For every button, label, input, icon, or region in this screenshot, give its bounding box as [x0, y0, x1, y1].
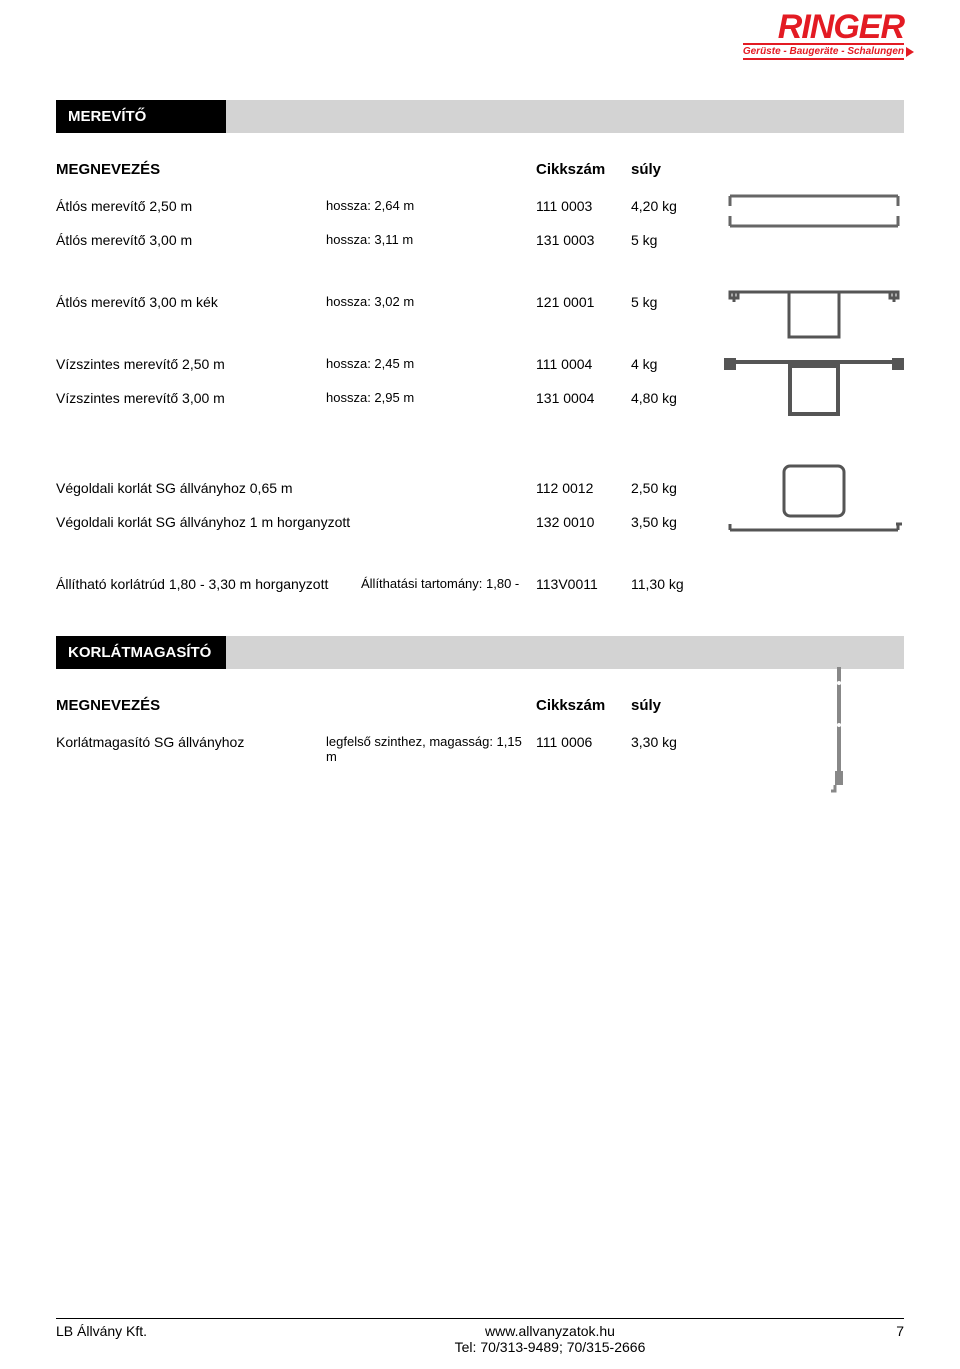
page-footer: LB Állvány Kft. www.allvanyzatok.hu Tel:…: [56, 1318, 904, 1355]
footer-company: LB Állvány Kft.: [56, 1323, 256, 1355]
diagram-bracket-icon: [724, 190, 904, 240]
column-headers: MEGNEVEZÉS Cikkszám súly: [56, 697, 904, 714]
col-header-name: MEGNEVEZÉS: [56, 697, 536, 714]
section-header-fill: [226, 636, 904, 669]
col-header-weight: súly: [631, 161, 721, 178]
footer-contact: www.allvanyzatok.hu Tel: 70/313-9489; 70…: [256, 1323, 844, 1355]
page-number: 7: [844, 1323, 904, 1355]
section-title: KORLÁTMAGASÍTÓ: [56, 636, 226, 669]
col-header-code: Cikkszám: [536, 161, 631, 178]
logo-main-text: RINGER: [743, 8, 904, 47]
brand-logo: RINGER Gerüste - Baugeräte - Schalungen: [743, 8, 904, 60]
diagram-post-icon: [824, 663, 854, 793]
logo-subtitle: Gerüste - Baugeräte - Schalungen: [743, 43, 904, 60]
col-header-name: MEGNEVEZÉS: [56, 161, 326, 178]
section-header-merevito: MEREVÍTŐ: [56, 100, 904, 133]
section-header-korlatmagasito: KORLÁTMAGASÍTÓ: [56, 636, 904, 669]
table-row: Korlátmagasító SG állványhoz legfelső sz…: [56, 734, 904, 764]
section-header-fill: [226, 100, 904, 133]
col-header-weight: súly: [631, 697, 721, 714]
diagram-t-profile-icon: [724, 352, 904, 424]
diagram-rail-icon: [724, 460, 904, 540]
diagram-u-profile-icon: [724, 280, 904, 350]
table-row: Állítható korlátrúd 1,80 - 3,30 m horgan…: [56, 576, 904, 596]
column-headers: MEGNEVEZÉS Cikkszám súly: [56, 161, 904, 178]
col-header-code: Cikkszám: [536, 697, 631, 714]
section-title: MEREVÍTŐ: [56, 100, 226, 133]
